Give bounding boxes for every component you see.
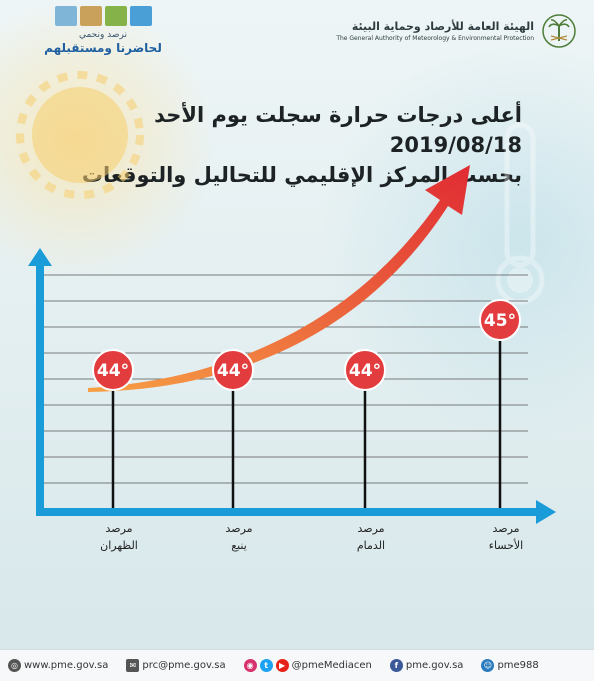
snapchat-icon: ☺ [481,659,495,672]
value-marker [479,299,521,341]
wave-flag-icon [129,6,152,26]
footer-email[interactable]: ✉ prc@pme.gov.sa [126,659,226,672]
value-marker [212,349,254,391]
value-label: 44° [349,361,381,381]
youtube-icon: ▶ [275,659,289,672]
twitter-icon: t [259,659,273,672]
value-marker [92,349,134,391]
org-logo: الهيئة العامة للأرصاد وحماية البيئة The … [336,14,576,48]
station-label: الدمام [357,539,385,552]
station-label: ينبع [231,539,247,552]
station-label: الأحساء [489,538,523,552]
water-flag-icon [54,6,77,26]
palm-emblem-icon [542,14,576,48]
title-line-1: أعلى درجات حرارة سجلت يوم الأحد 2019/08/… [154,103,522,157]
value-label: 44° [97,361,129,381]
footer-social[interactable]: ◉ t ▶ @pmeMediacen [243,659,372,672]
station-label: مرصد [225,522,252,535]
background-decor [16,71,545,305]
station-label: الظهران [100,539,138,552]
email-icon: ✉ [126,659,140,672]
leaf-flag-icon [104,6,127,26]
chart-marks: 44° مرصد الظهران 44° مرصد ينبع 44° مرصد الدمام 45… [92,299,523,552]
header: نرصد ونحمي لحاضرنا ومستقبلهم الهيئة العا… [0,0,594,75]
y-axis-arrow [28,248,52,266]
value-marker [344,349,386,391]
footer-facebook[interactable]: f pme.gov.sa [389,659,464,672]
chart-axes [28,248,556,524]
instagram-icon: ◉ [243,659,257,672]
value-label: 44° [217,361,249,381]
campaign-flags [38,6,168,26]
footer-snapchat[interactable]: ☺ pme988 [481,659,539,672]
campaign-slogan-1: نرصد ونحمي [78,30,128,40]
org-name-arabic: الهيئة العامة للأرصاد وحماية البيئة [351,20,534,33]
email-link[interactable]: prc@pme.gov.sa [142,660,226,671]
value-label: 45° [484,311,516,331]
website-link[interactable]: www.pme.gov.sa [24,660,109,671]
snapchat-handle[interactable]: pme988 [497,660,539,671]
station-label: مرصد [357,522,384,535]
trend-arrow [88,165,470,392]
globe-icon: ◎ [8,659,21,672]
org-name-english: The General Authority of Meteorology & E… [336,35,534,42]
station-label: مرصد [492,522,519,535]
facebook-icon: f [389,659,403,672]
thermometer-icon [495,122,545,305]
chart-title: أعلى درجات حرارة سجلت يوم الأحد 2019/08/… [52,100,522,190]
land-flag-icon [79,6,102,26]
temperature-chart: 44° مرصد الظهران 44° مرصد ينبع 44° مرصد الدمام 45… [28,165,556,552]
social-handle[interactable]: @pmeMediacen [291,660,372,671]
footer-website[interactable]: ◎ www.pme.gov.sa [8,659,108,672]
x-axis-arrow [536,500,556,524]
campaign-logo: نرصد ونحمي لحاضرنا ومستقبلهم [38,6,168,55]
footer: ◎ www.pme.gov.sa ✉ prc@pme.gov.sa ◉ t ▶ … [0,649,594,681]
campaign-slogan-2: لحاضرنا ومستقبلهم [44,41,162,55]
facebook-link[interactable]: pme.gov.sa [405,660,464,671]
station-label: مرصد [105,522,132,535]
sun-icon [16,71,144,199]
